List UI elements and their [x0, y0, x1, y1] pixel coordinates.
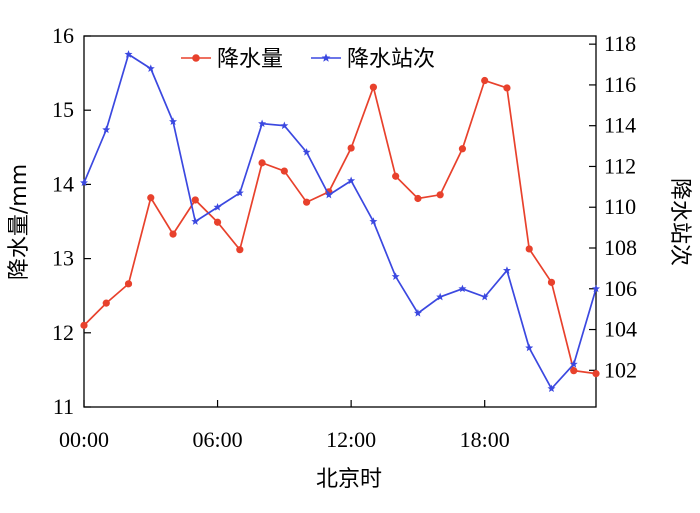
x-tick-label: 00:00 — [59, 427, 109, 452]
data-point — [102, 125, 111, 134]
x-tick-label: 12:00 — [326, 427, 376, 452]
y-left-tick-label: 16 — [52, 23, 74, 48]
data-point — [169, 230, 177, 238]
data-point — [213, 203, 222, 211]
data-point — [458, 145, 467, 153]
data-point — [80, 321, 88, 329]
data-point — [369, 217, 378, 225]
y-right-tick-label: 104 — [604, 317, 637, 342]
series-1-line — [83, 79, 597, 375]
data-point — [124, 50, 133, 58]
y-right-tick-label: 106 — [604, 276, 637, 301]
data-point — [547, 384, 556, 393]
data-point — [147, 194, 155, 202]
data-point — [458, 284, 467, 293]
data-point — [235, 188, 244, 197]
y-right-tick-label: 116 — [604, 72, 636, 97]
data-point — [414, 194, 422, 203]
y-right-tick-label: 102 — [604, 357, 637, 382]
axes-layer: 11 12 13 14 15 16 102 104 106 108 110 112 114 116 118 0… — [52, 23, 637, 452]
data-point — [213, 218, 222, 226]
data-point — [191, 196, 199, 204]
data-point — [146, 64, 155, 73]
series-1 — [80, 76, 600, 378]
data-point — [280, 121, 289, 130]
data-point — [481, 76, 489, 85]
data-point — [525, 343, 534, 352]
y-left-tick-label: 13 — [52, 246, 74, 271]
y-left-tick-label: 14 — [52, 171, 74, 196]
data-point — [347, 176, 356, 185]
x-tick-label: 18:00 — [460, 427, 510, 452]
y-right-tick-label: 108 — [604, 235, 637, 260]
data-point — [347, 144, 355, 152]
legend: 降水量 降水站次 — [181, 47, 435, 72]
y-left-tick-label: 15 — [52, 97, 74, 122]
legend-label-series-1: 降水量 — [217, 47, 283, 72]
data-point — [102, 299, 110, 307]
data-point — [280, 167, 288, 175]
data-point — [502, 266, 511, 274]
plot-frame — [83, 35, 597, 408]
data-point — [570, 367, 578, 375]
data-point — [302, 147, 311, 156]
y-right-tick-label: 110 — [604, 194, 636, 219]
data-point — [258, 119, 267, 128]
data-point — [569, 359, 578, 368]
series-2 — [80, 50, 600, 393]
data-point — [169, 117, 178, 126]
y-right-tick-label: 112 — [604, 153, 636, 178]
x-tick-label: 06:00 — [193, 427, 243, 452]
data-point — [303, 198, 311, 206]
y-right-tick-label: 118 — [604, 31, 636, 56]
y-axis-right-title: 降水站次 — [667, 178, 692, 266]
data-point — [480, 292, 489, 301]
y-left-tick-label: 11 — [53, 394, 74, 419]
data-point — [436, 292, 445, 301]
y-left-tick-label: 12 — [52, 320, 74, 345]
data-point — [503, 84, 511, 92]
legend-marker-series-1 — [192, 54, 200, 62]
data-point — [80, 178, 88, 187]
data-point — [592, 370, 600, 378]
y-axis-left-title: 降水量/mm — [7, 164, 32, 280]
data-point — [324, 190, 333, 199]
data-point — [191, 217, 200, 225]
data-point — [124, 280, 133, 288]
data-point — [236, 246, 244, 254]
data-point — [525, 245, 533, 253]
data-point — [413, 309, 422, 317]
data-point — [592, 284, 600, 293]
data-point — [436, 191, 444, 199]
y-right-tick-label: 114 — [604, 113, 636, 138]
legend-marker-series-2 — [321, 53, 331, 62]
series-2-line — [83, 53, 597, 391]
data-point — [547, 278, 556, 286]
data-point — [391, 272, 400, 280]
data-point — [258, 159, 266, 167]
series-layer — [80, 50, 600, 393]
data-point — [369, 83, 377, 91]
legend-label-series-2: 降水站次 — [347, 47, 435, 72]
data-point — [392, 172, 400, 180]
x-axis-title: 北京时 — [316, 467, 382, 492]
